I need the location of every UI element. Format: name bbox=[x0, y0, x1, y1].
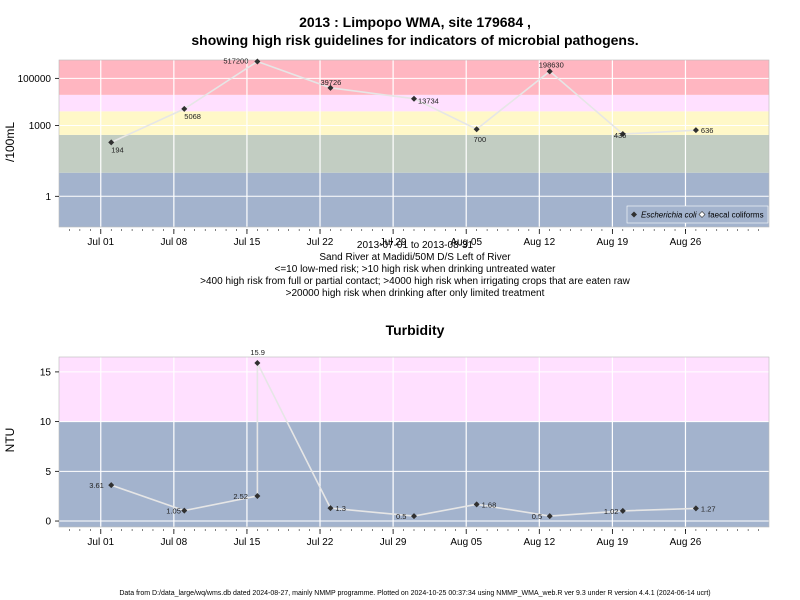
data-label-1: 5068 bbox=[184, 112, 201, 121]
data-label-8: 1.02 bbox=[604, 507, 619, 516]
data-point-0 bbox=[108, 482, 115, 489]
band-4 bbox=[59, 60, 769, 95]
info-line-2: Sand River at Madidi/50M D/S Left of Riv… bbox=[319, 252, 511, 263]
y-tick-label-2: 100000 bbox=[18, 74, 52, 85]
data-label-3: 39726 bbox=[320, 78, 341, 87]
data-point-1 bbox=[181, 507, 188, 514]
x-tick-label-5: Aug 05 bbox=[450, 537, 482, 548]
ecoli-panel: 1 1000 100000 Jul 01 Jul 08 Jul 15 Jul 22 Jul 2… bbox=[18, 57, 770, 248]
data-point-8 bbox=[619, 507, 626, 514]
data-label-5: 0.5 bbox=[396, 512, 406, 521]
data-label-4: 13734 bbox=[418, 97, 439, 106]
data-point-0 bbox=[108, 139, 115, 146]
data-point-7 bbox=[546, 513, 553, 520]
y-tick-label-1: 1000 bbox=[29, 121, 52, 132]
legend-faecal-marker bbox=[698, 211, 706, 218]
x-tick-label-3: Jul 22 bbox=[307, 537, 334, 548]
series-line-0 bbox=[110, 362, 696, 517]
x-tick-label-2: Jul 15 bbox=[234, 237, 261, 248]
legend-box bbox=[626, 205, 769, 224]
y-tick-label-3: 15 bbox=[40, 367, 52, 378]
data-label-2: 2.52 bbox=[233, 492, 248, 501]
x-tick-label-4: Jul 29 bbox=[380, 537, 407, 548]
data-point-2 bbox=[254, 58, 261, 65]
x-tick-label-8: Aug 26 bbox=[670, 237, 702, 248]
data-label-1: 1.05 bbox=[166, 507, 181, 516]
x-tick-label-4: Jul 29 bbox=[380, 237, 407, 248]
plot-frame bbox=[58, 356, 770, 528]
data-point-2 bbox=[254, 492, 261, 499]
data-label-7: 436 bbox=[614, 131, 627, 140]
y-tick-label-0: 1 bbox=[45, 192, 51, 203]
band-2 bbox=[59, 111, 769, 135]
data-label-5: 700 bbox=[474, 135, 487, 144]
data-point-5 bbox=[473, 126, 480, 133]
chart-title-line1: 2013 : Limpopo WMA, site 179684 , bbox=[299, 14, 531, 30]
data-label-2: 517200 bbox=[223, 57, 248, 66]
x-tick-label-5: Aug 05 bbox=[450, 237, 482, 248]
legend: Escherichia coli faecal coliforms bbox=[626, 205, 769, 224]
plot-frame bbox=[58, 59, 770, 228]
x-tick-label-6: Aug 12 bbox=[523, 237, 555, 248]
panel1-ylabel: /100mL bbox=[3, 122, 17, 162]
info-line-4: >400 high risk from full or partial cont… bbox=[200, 276, 630, 287]
x-tick-label-1: Jul 08 bbox=[161, 537, 188, 548]
data-label-8: 636 bbox=[701, 126, 714, 135]
y-tick-label-2: 10 bbox=[40, 417, 52, 428]
y-tick-label-0: 0 bbox=[45, 517, 51, 528]
footer-note: Data from D:/data_large/wq/wms.db dated … bbox=[119, 590, 710, 597]
panel2-title: Turbidity bbox=[386, 322, 445, 338]
data-point-9 bbox=[692, 505, 699, 512]
x-tick-label-1: Jul 08 bbox=[161, 237, 188, 248]
band-1 bbox=[59, 357, 769, 422]
data-point-3 bbox=[254, 359, 261, 366]
x-tick-label-7: Aug 19 bbox=[597, 537, 629, 548]
data-point-7 bbox=[619, 131, 626, 138]
data-label-4: 1.3 bbox=[335, 504, 345, 513]
x-tick-label-0: Jul 01 bbox=[87, 537, 114, 548]
info-line-1: 2013-07-01 to 2013-08-31 bbox=[357, 240, 474, 251]
info-line-5: >20000 high risk when drinking after onl… bbox=[286, 288, 545, 299]
data-label-0: 3.61 bbox=[89, 481, 104, 490]
x-tick-label-3: Jul 22 bbox=[307, 237, 334, 248]
data-point-6 bbox=[546, 68, 553, 75]
band-1 bbox=[59, 134, 769, 173]
x-tick-label-6: Aug 12 bbox=[523, 537, 555, 548]
y-tick-label-1: 5 bbox=[45, 467, 51, 478]
panel2-ylabel: NTU bbox=[3, 428, 17, 453]
legend-faecal-label: faecal coliforms bbox=[708, 211, 764, 220]
legend-ecoli-label: Escherichia coli bbox=[641, 211, 697, 220]
data-point-8 bbox=[692, 127, 699, 134]
data-point-4 bbox=[327, 505, 334, 512]
x-tick-label-2: Jul 15 bbox=[234, 537, 261, 548]
data-point-1 bbox=[181, 105, 188, 112]
x-tick-label-0: Jul 01 bbox=[87, 237, 114, 248]
data-label-6: 1.68 bbox=[482, 500, 497, 509]
chart-title-line2: showing high risk guidelines for indicat… bbox=[191, 32, 638, 48]
data-point-4 bbox=[411, 95, 417, 102]
info-line-3: <=10 low-med risk; >10 high risk when dr… bbox=[275, 264, 557, 275]
turbidity-panel: 0 5 10 15 Jul 01 Jul 08 Jul 15 Jul 22 Jul 29 Aug … bbox=[40, 348, 770, 548]
data-point-3 bbox=[327, 84, 334, 91]
x-tick-label-7: Aug 19 bbox=[597, 237, 629, 248]
data-label-7: 0.5 bbox=[532, 512, 542, 521]
data-point-6 bbox=[473, 501, 480, 508]
data-label-3: 15.9 bbox=[250, 348, 265, 357]
data-label-6: 198630 bbox=[539, 60, 564, 69]
data-point-5 bbox=[411, 513, 417, 520]
data-label-9: 1.27 bbox=[701, 504, 716, 513]
data-label-0: 194 bbox=[111, 145, 124, 154]
x-tick-label-8: Aug 26 bbox=[670, 537, 702, 548]
legend-ecoli-marker bbox=[631, 211, 637, 218]
